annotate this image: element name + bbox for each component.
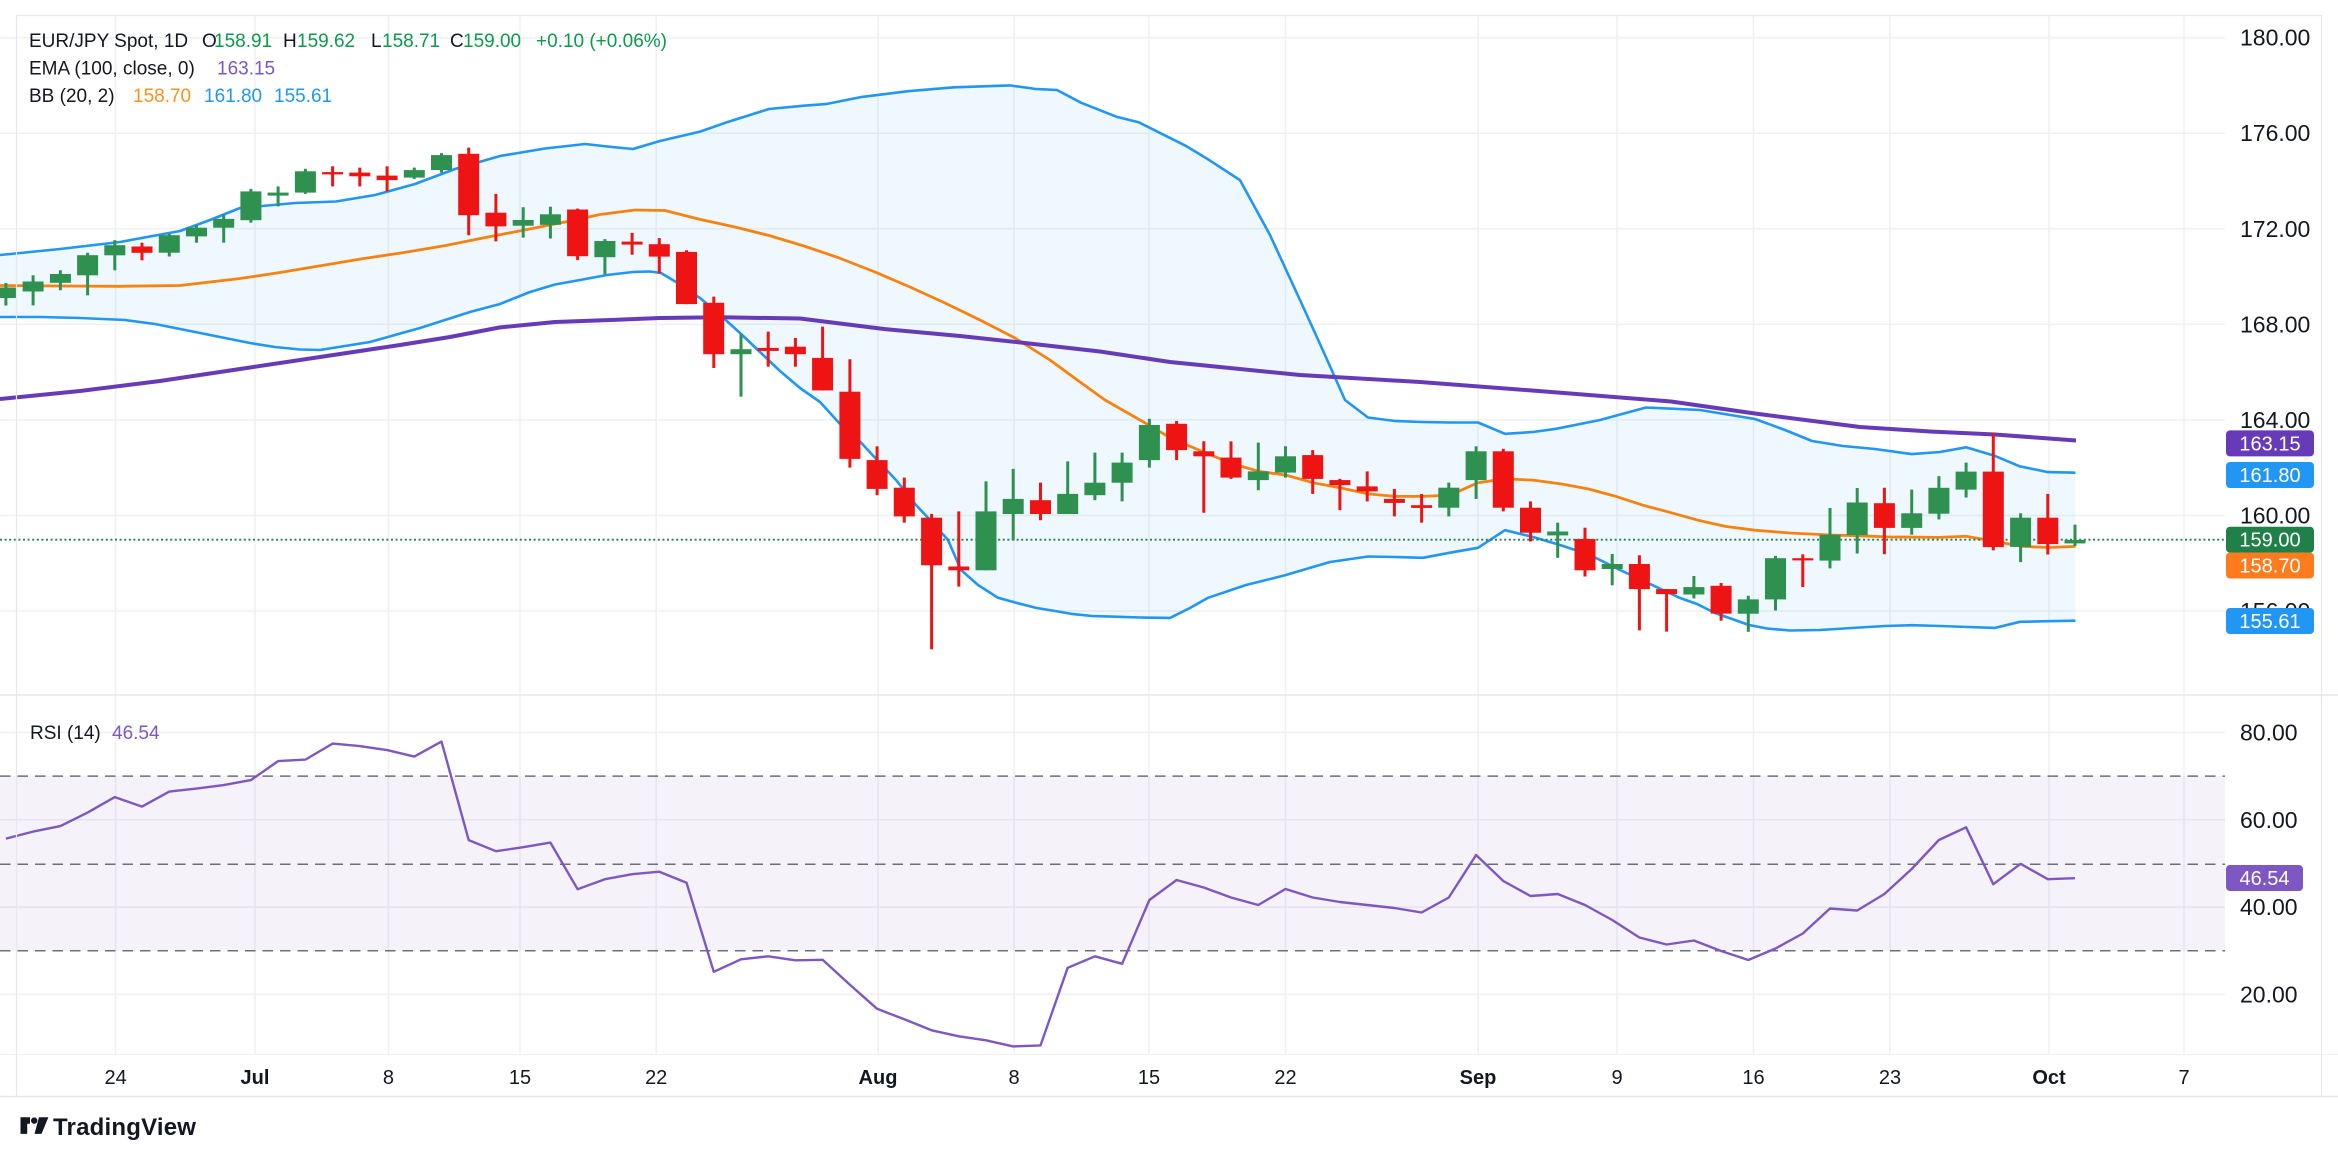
svg-text:172.00: 172.00 [2240,216,2310,242]
svg-text:159.62: 159.62 [297,31,355,52]
svg-text:155.61: 155.61 [2239,611,2300,633]
svg-text:Sep: Sep [1460,1067,1497,1089]
svg-text:C: C [450,31,464,52]
svg-text:22: 22 [1274,1067,1296,1089]
svg-text:RSI (14): RSI (14) [30,723,101,744]
svg-text:15: 15 [1138,1067,1160,1089]
svg-text:176.00: 176.00 [2240,120,2310,146]
svg-text:BB (20, 2): BB (20, 2) [29,86,115,107]
svg-text:L: L [371,31,382,52]
svg-text:EUR/JPY Spot, 1D: EUR/JPY Spot, 1D [29,31,188,52]
svg-text:Jul: Jul [241,1067,270,1089]
svg-text:40.00: 40.00 [2240,894,2298,920]
svg-text:46.54: 46.54 [112,723,160,744]
svg-text:15: 15 [509,1067,531,1089]
svg-text:16: 16 [1742,1067,1764,1089]
svg-text:Oct: Oct [2032,1067,2066,1089]
svg-text:7: 7 [2178,1067,2189,1089]
svg-text:Aug: Aug [859,1067,898,1089]
svg-text:46.54: 46.54 [2239,868,2289,890]
svg-text:158.91: 158.91 [214,31,272,52]
svg-text:163.15: 163.15 [2239,433,2300,455]
svg-text:159.00: 159.00 [2239,530,2300,552]
svg-text:23: 23 [1879,1067,1901,1089]
svg-text:158.70: 158.70 [133,86,191,107]
svg-text:8: 8 [383,1067,394,1089]
svg-text:24: 24 [104,1067,126,1089]
svg-text:161.80: 161.80 [2239,465,2300,487]
svg-text:22: 22 [645,1067,667,1089]
svg-text:9: 9 [1611,1067,1622,1089]
svg-text:O: O [202,31,217,52]
svg-text:155.61: 155.61 [274,86,332,107]
svg-text:TradingView: TradingView [53,1114,196,1141]
svg-text:158.70: 158.70 [2239,556,2300,578]
svg-text:158.71: 158.71 [382,31,440,52]
svg-text:161.80: 161.80 [204,86,262,107]
svg-text:163.15: 163.15 [217,59,275,80]
svg-text:EMA (100, close, 0): EMA (100, close, 0) [29,59,195,80]
svg-text:H: H [283,31,297,52]
svg-text:8: 8 [1008,1067,1019,1089]
svg-text:80.00: 80.00 [2240,719,2298,745]
svg-text:20.00: 20.00 [2240,981,2298,1007]
svg-text:+0.10 (+0.06%): +0.10 (+0.06%) [536,31,667,52]
svg-text:159.00: 159.00 [463,31,521,52]
svg-text:60.00: 60.00 [2240,807,2298,833]
svg-text:164.00: 164.00 [2240,407,2310,433]
svg-text:168.00: 168.00 [2240,311,2310,337]
svg-text:160.00: 160.00 [2240,503,2310,529]
svg-text:180.00: 180.00 [2240,25,2310,51]
